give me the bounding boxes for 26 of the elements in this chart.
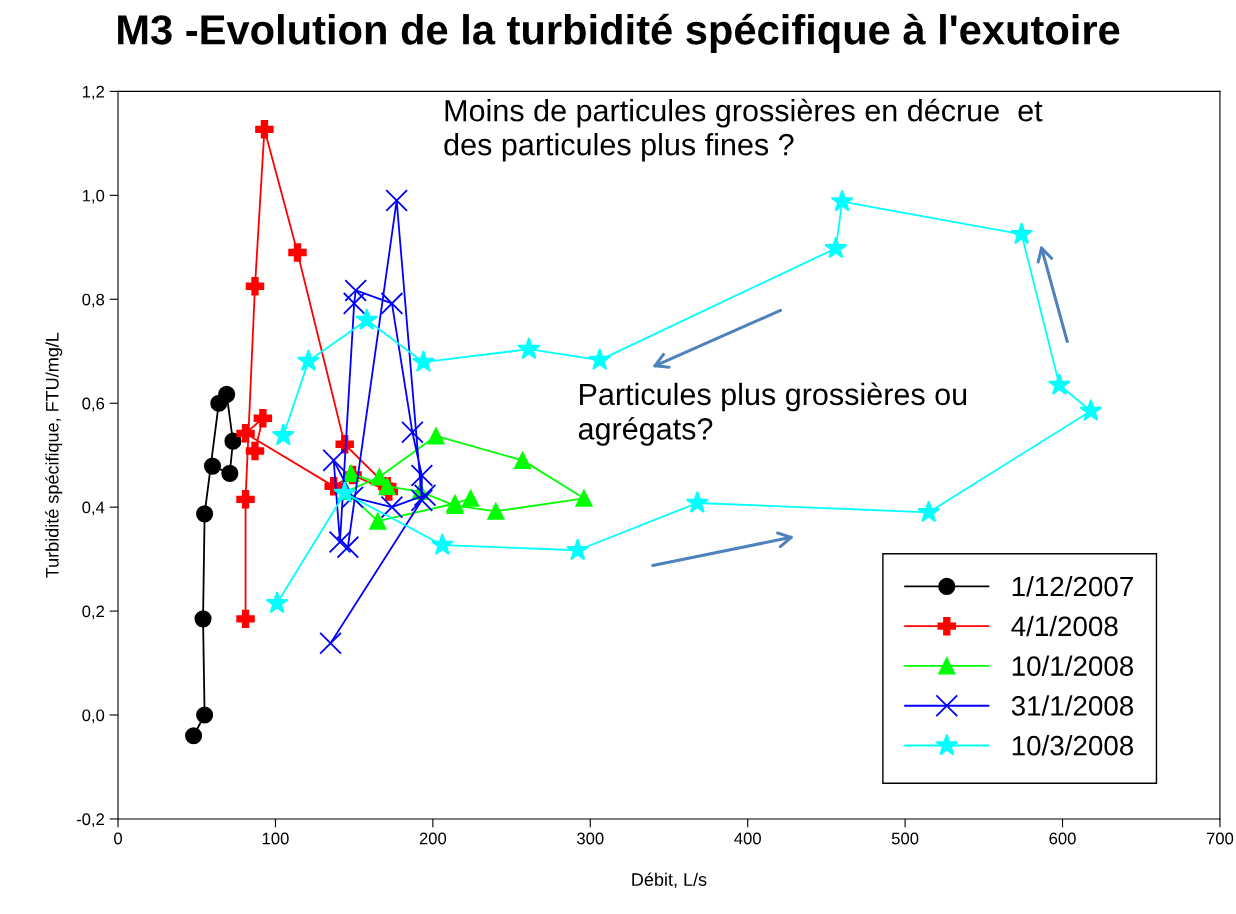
chart-title: M3 -Evolution de la turbidité spécifique à l'exutoire (118, 13, 1120, 53)
y-tick-label: 1,2 (82, 85, 105, 100)
y-tick-label: 0,4 (82, 501, 105, 516)
y-tick-label: 0,0 (82, 709, 105, 724)
x-tick-label: 500 (891, 832, 919, 845)
y-tick-label: -0,2 (76, 813, 105, 828)
x-tick-label: 700 (1206, 832, 1234, 845)
y-tick-label: 1,0 (82, 189, 105, 204)
y-tick-label: 0,6 (82, 397, 105, 412)
x-axis-title: Débit, L/s (632, 872, 707, 889)
annotation: Moins de particules grossières en décrue et des particules plus fines ? (444, 98, 1043, 162)
x-tick-label: 600 (1049, 832, 1076, 845)
y-axis-title: Turbidité spécifique, FTU/mg/L (45, 332, 63, 578)
x-tick-label: 100 (262, 832, 289, 845)
annotation: Particules plus grossières ou agrégats? (578, 382, 967, 446)
x-tick-label: 200 (419, 832, 447, 845)
x-tick-label: 400 (734, 832, 761, 845)
y-tick-label: 0,8 (82, 293, 105, 308)
legend-label: 1/12/2007 (1012, 575, 1133, 597)
legend-label: 4/1/2008 (1011, 615, 1118, 637)
legend-label: 10/3/2008 (1012, 735, 1134, 756)
y-tick-label: 0,2 (82, 605, 105, 620)
x-tick-label: 300 (577, 832, 604, 845)
x-tick-label: 0 (114, 832, 123, 845)
legend-label: 31/1/2008 (1011, 695, 1134, 716)
legend-label: 10/1/2008 (1012, 655, 1134, 676)
